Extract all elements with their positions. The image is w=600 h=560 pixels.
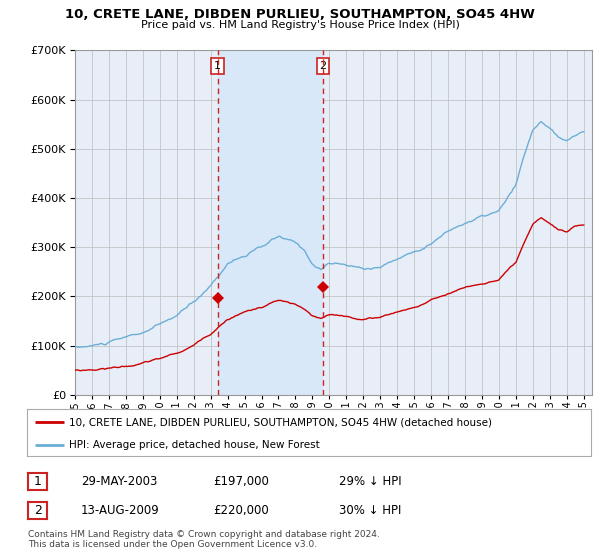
Text: 10, CRETE LANE, DIBDEN PURLIEU, SOUTHAMPTON, SO45 4HW (detached house): 10, CRETE LANE, DIBDEN PURLIEU, SOUTHAMP…	[70, 417, 493, 427]
Text: 1: 1	[214, 60, 221, 71]
Text: 2: 2	[319, 60, 326, 71]
Text: Price paid vs. HM Land Registry's House Price Index (HPI): Price paid vs. HM Land Registry's House …	[140, 20, 460, 30]
Bar	[218, 50, 323, 395]
Text: 13-AUG-2009: 13-AUG-2009	[81, 504, 160, 517]
Text: £220,000: £220,000	[213, 504, 269, 517]
Text: 10, CRETE LANE, DIBDEN PURLIEU, SOUTHAMPTON, SO45 4HW: 10, CRETE LANE, DIBDEN PURLIEU, SOUTHAMP…	[65, 8, 535, 21]
Text: 30% ↓ HPI: 30% ↓ HPI	[339, 504, 401, 517]
Text: 2: 2	[34, 504, 42, 517]
Text: Contains HM Land Registry data © Crown copyright and database right 2024.
This d: Contains HM Land Registry data © Crown c…	[28, 530, 380, 549]
Text: HPI: Average price, detached house, New Forest: HPI: Average price, detached house, New …	[70, 440, 320, 450]
Text: 1: 1	[34, 475, 42, 488]
Text: 29-MAY-2003: 29-MAY-2003	[81, 475, 157, 488]
Text: 29% ↓ HPI: 29% ↓ HPI	[339, 475, 401, 488]
Text: £197,000: £197,000	[213, 475, 269, 488]
